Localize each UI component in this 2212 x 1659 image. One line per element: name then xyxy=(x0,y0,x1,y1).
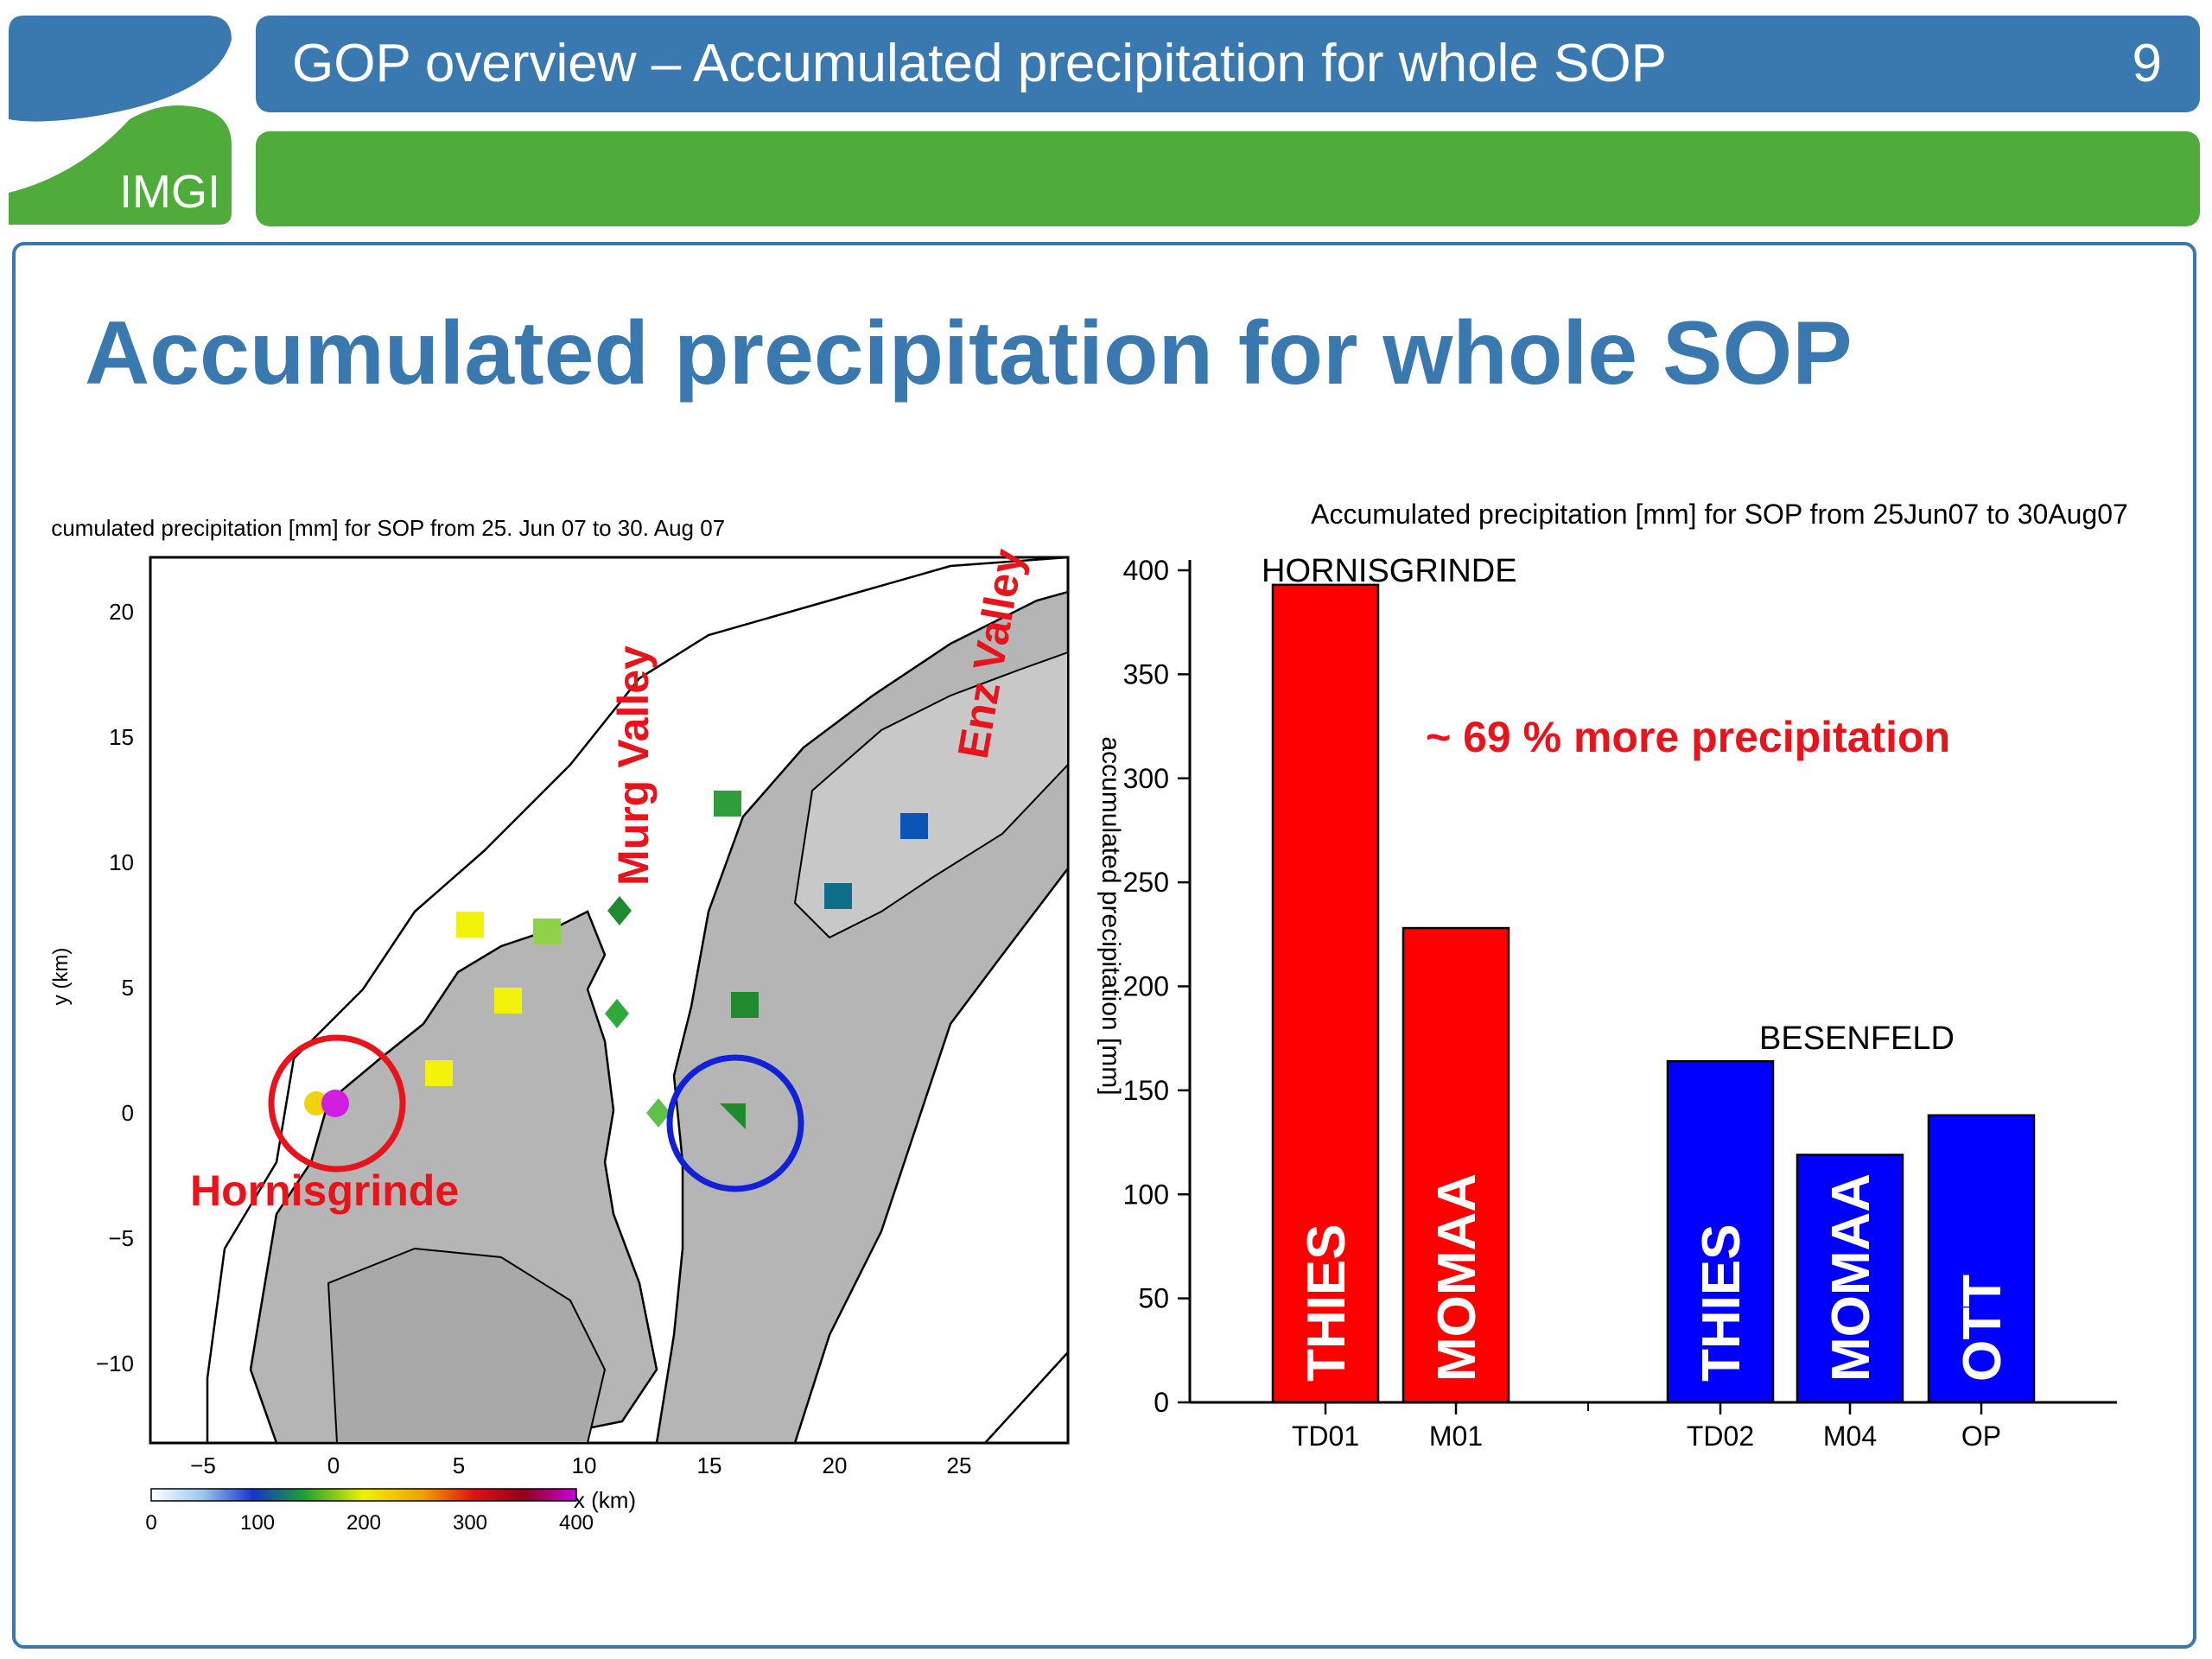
station-marker xyxy=(714,791,741,817)
besenfeld-circle xyxy=(666,1054,804,1192)
station-markers xyxy=(304,791,928,1129)
terrain-south-ridge xyxy=(327,1247,607,1443)
map-x-tick: 0 xyxy=(327,1452,340,1478)
header-bar: GOP overview – Accumulated precipitation… xyxy=(256,16,2200,112)
chart-y-axis: 0 50 100 150 200 250 300 350 400 xyxy=(1123,555,1192,1418)
murg-valley-label: Murg Valley xyxy=(609,645,658,886)
content-panel xyxy=(12,242,2196,1649)
map-y-tick: 0 xyxy=(122,1100,134,1126)
hornisgrinde-circle xyxy=(268,1034,406,1173)
station-marker xyxy=(321,1090,349,1117)
map-y-tick: −10 xyxy=(96,1351,134,1376)
logo-blue-shape xyxy=(9,16,232,122)
bar-label: MOMAA xyxy=(1821,1173,1881,1382)
hornisgrinde-label: Hornisgrinde xyxy=(190,1166,459,1215)
group-label-hornisgrinde: HORNISGRINDE xyxy=(1262,553,1517,589)
station-marker xyxy=(731,992,759,1018)
map-y-tick-labels: 20 15 10 5 0 −5 −10 xyxy=(96,599,134,1376)
y-tick-label: 150 xyxy=(1123,1075,1169,1106)
map-x-label: x (km) xyxy=(574,1487,636,1513)
slide-title: Accumulated precipitation for whole SOP xyxy=(85,303,1853,404)
bar-label: MOMAA xyxy=(1427,1173,1487,1382)
y-tick-label: 0 xyxy=(1154,1387,1169,1418)
station-marker xyxy=(533,918,561,944)
chart-title: Accumulated precipitation [mm] for SOP f… xyxy=(1311,499,2128,530)
terrain-outer-contour xyxy=(206,557,1068,1443)
map-x-tick: 25 xyxy=(947,1452,972,1478)
map-y-tick: 15 xyxy=(109,724,134,750)
colorbar-tick: 400 xyxy=(559,1511,594,1535)
map-y-tick: 5 xyxy=(122,975,134,1001)
map-x-tick: 20 xyxy=(823,1452,848,1478)
map-y-tick: 20 xyxy=(109,599,134,625)
chart-bars: THIES MOMAA THIES MOMAA OTT HORNISGRINDE BESEN… xyxy=(1262,553,2036,1404)
logo-green-shape xyxy=(9,105,232,225)
x-tick-label: TD01 xyxy=(1292,1421,1359,1452)
station-marker xyxy=(494,988,522,1014)
chart-x-axis: TD01 M01 TD02 M04 OP xyxy=(1190,1401,2117,1452)
colorbar xyxy=(150,1488,577,1502)
terrain-ne-ridge xyxy=(793,651,1068,939)
y-tick-label: 200 xyxy=(1123,971,1169,1002)
y-tick-label: 350 xyxy=(1123,658,1169,690)
bar xyxy=(1402,926,1510,1404)
map-y-label: y (km) xyxy=(52,948,73,1006)
map-y-tick: −5 xyxy=(108,1225,134,1251)
x-tick-label: OP xyxy=(1961,1421,2001,1452)
station-marker xyxy=(607,896,632,925)
group-label-besenfeld: BESENFELD xyxy=(1759,1020,1955,1057)
map-x-tick: 15 xyxy=(697,1452,722,1478)
x-tick-label: TD02 xyxy=(1687,1421,1754,1452)
map-x-tick: −5 xyxy=(190,1452,216,1478)
bar xyxy=(1796,1154,1904,1404)
y-tick-label: 250 xyxy=(1123,867,1169,898)
header-title: GOP overview – Accumulated precipitation… xyxy=(292,34,1667,93)
bar xyxy=(1666,1059,1775,1404)
chart-annotation: ~ 69 % more precipitation xyxy=(1426,713,1950,761)
precipitation-bar-chart: Accumulated precipitation [mm] for SOP f… xyxy=(1096,499,2128,1452)
precipitation-map: Accumulated precipitation [mm] for SOP f… xyxy=(52,515,1070,1535)
station-marker xyxy=(456,912,484,938)
colorbar-tick-labels: 0 100 200 300 400 xyxy=(145,1511,594,1535)
colorbar-tick: 0 xyxy=(145,1511,156,1535)
station-marker xyxy=(900,813,928,839)
station-marker xyxy=(824,883,852,909)
map-y-tick: 10 xyxy=(109,849,134,875)
colorbar-tick: 200 xyxy=(346,1511,381,1535)
bar-label: THIES xyxy=(1297,1224,1357,1382)
y-tick-label: 400 xyxy=(1123,555,1169,586)
bar-label: OTT xyxy=(1953,1274,2012,1382)
y-tick-label: 50 xyxy=(1138,1283,1169,1314)
station-marker xyxy=(646,1098,671,1128)
x-tick-label: M04 xyxy=(1823,1421,1877,1452)
bar-label: THIES xyxy=(1692,1224,1751,1382)
station-marker xyxy=(304,1091,328,1116)
map-x-tick: 5 xyxy=(453,1452,465,1478)
y-tick-label: 300 xyxy=(1123,763,1169,794)
imgi-logo: IMGI xyxy=(9,16,232,225)
map-x-tick-labels: −5 0 5 10 15 20 25 xyxy=(190,1452,971,1478)
logo-text: IMGI xyxy=(119,166,220,218)
page-number: 9 xyxy=(2132,34,2162,93)
station-marker xyxy=(720,1103,746,1129)
colorbar-tick: 300 xyxy=(453,1511,487,1535)
map-title: Accumulated precipitation [mm] for SOP f… xyxy=(52,515,725,541)
header-green-bar xyxy=(256,131,2200,226)
bar xyxy=(1271,583,1380,1404)
colorbar-tick: 100 xyxy=(240,1511,275,1535)
x-tick-label: M01 xyxy=(1429,1421,1483,1452)
station-marker xyxy=(425,1060,453,1086)
bar xyxy=(1927,1114,2036,1404)
map-x-tick: 10 xyxy=(572,1452,597,1478)
chart-y-label: accumulated precipitation [mm] xyxy=(1096,736,1125,1095)
map-terrain xyxy=(206,557,1068,1443)
y-tick-label: 100 xyxy=(1123,1179,1169,1210)
station-marker xyxy=(605,999,629,1028)
